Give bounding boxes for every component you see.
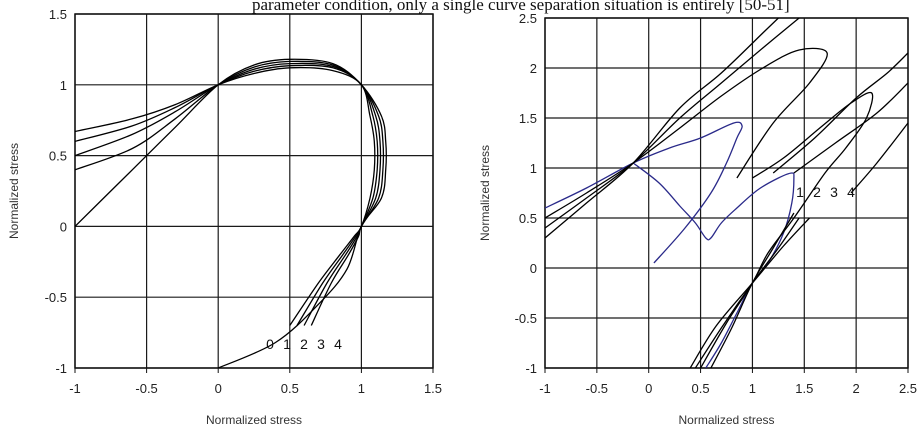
curve-number-label: 1 xyxy=(283,336,291,352)
y-axis-label: Normalized stress xyxy=(7,143,21,239)
series-line-4 xyxy=(75,58,387,368)
y-tick-label: 0 xyxy=(60,219,67,234)
x-tick-label: 1 xyxy=(749,381,756,396)
series-line-8 xyxy=(850,122,908,194)
curve-number-label: 0 xyxy=(266,336,274,352)
x-tick-label: 1 xyxy=(358,381,365,396)
series-line-2 xyxy=(545,47,828,219)
series-line-6 xyxy=(772,52,908,174)
x-tick-label: -0.5 xyxy=(135,381,157,396)
series-line-10 xyxy=(689,217,810,368)
x-axis-label: Normalized stress xyxy=(206,413,302,427)
curve-number-label: 3 xyxy=(830,184,838,200)
x-tick-label: 0.5 xyxy=(281,381,299,396)
series-line-1 xyxy=(632,162,795,368)
series-line-7 xyxy=(793,82,908,174)
series-line-1 xyxy=(75,64,379,326)
x-tick-label: 0 xyxy=(215,381,222,396)
series-line-11 xyxy=(710,212,795,368)
y-tick-label: -0.5 xyxy=(45,290,67,305)
curve-number-label: 4 xyxy=(334,336,342,352)
series-line-0 xyxy=(545,121,743,264)
curve-number-label: 3 xyxy=(317,336,325,352)
y-tick-label: 1.5 xyxy=(519,111,537,126)
x-tick-label: 1.5 xyxy=(795,381,813,396)
y-tick-label: 0 xyxy=(530,261,537,276)
series-line-5 xyxy=(700,91,874,368)
x-axis-label: Normalized stress xyxy=(678,413,774,427)
series-line-3 xyxy=(75,60,385,326)
x-tick-label: 0 xyxy=(645,381,652,396)
cut-header-text: parameter condition, only a single curve… xyxy=(252,0,790,14)
left-panel: -1 -0.5 0 0.5 1 1.5 -1 -0.5 0 0.5 1 1.5 Normalized s… xyxy=(7,7,442,427)
x-tick-label: -0.5 xyxy=(586,381,608,396)
x-tick-label: 2.5 xyxy=(899,381,917,396)
curve-number-label: 1 xyxy=(796,184,804,200)
y-tick-label: -0.5 xyxy=(515,311,537,326)
y-tick-label: 1 xyxy=(60,78,67,93)
x-tick-label: 1.5 xyxy=(424,381,442,396)
curve-number-label: 2 xyxy=(300,336,308,352)
y-tick-label: 2 xyxy=(530,61,537,76)
series-line-3 xyxy=(545,18,800,229)
plot-frame xyxy=(74,13,434,369)
x-tick-label: -1 xyxy=(69,381,81,396)
right-panel: -1 -0.5 0 0.5 1 1.5 2 2.5 -1 -0.5 0 0.5 1 1.5 2 2.5 Norm… xyxy=(478,11,917,427)
y-tick-label: 0.5 xyxy=(519,211,537,226)
curve-number-label: 2 xyxy=(813,184,821,200)
x-tick-label: -1 xyxy=(539,381,551,396)
y-tick-label: -1 xyxy=(525,361,537,376)
x-tick-label: 2 xyxy=(853,381,860,396)
y-tick-label: 2.5 xyxy=(519,11,537,26)
y-tick-label: -1 xyxy=(55,361,67,376)
y-axis-label: Normalized stress xyxy=(478,145,492,241)
series-line-4 xyxy=(545,18,779,239)
x-tick-label: 0.5 xyxy=(692,381,710,396)
curve-number-label: 4 xyxy=(847,184,855,200)
series-line-2 xyxy=(75,62,382,326)
plot-frame xyxy=(544,17,909,369)
y-tick-label: 1.5 xyxy=(49,7,67,22)
y-tick-label: 1 xyxy=(530,161,537,176)
y-tick-label: 0.5 xyxy=(49,149,67,164)
